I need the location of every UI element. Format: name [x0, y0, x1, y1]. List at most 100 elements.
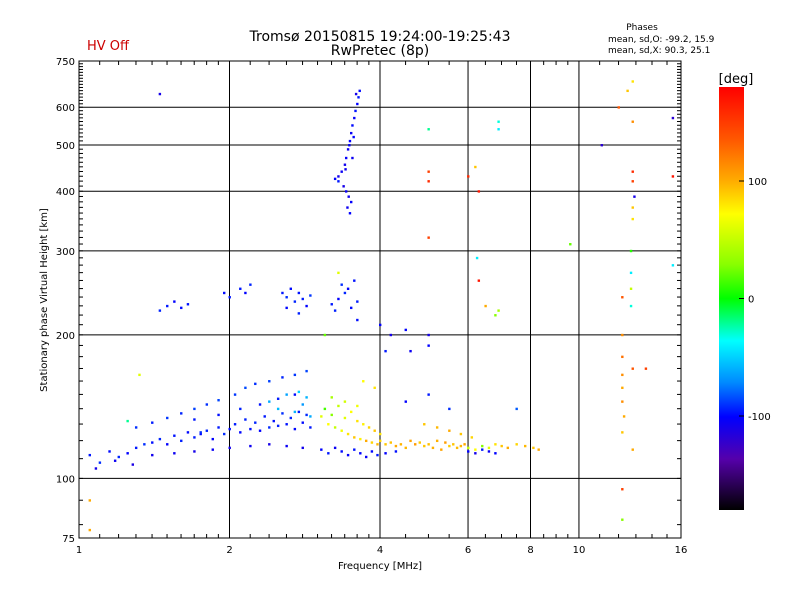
- data-point: [524, 444, 527, 448]
- data-point: [348, 143, 351, 147]
- data-point: [301, 403, 304, 406]
- data-point: [333, 426, 337, 429]
- data-point: [354, 109, 357, 113]
- data-point: [151, 421, 154, 424]
- data-point: [621, 431, 624, 434]
- data-point: [626, 89, 629, 93]
- data-point: [484, 304, 487, 308]
- data-point: [347, 195, 350, 198]
- data-point: [330, 303, 333, 306]
- data-point: [444, 441, 447, 444]
- data-point: [621, 488, 624, 491]
- data-point: [276, 407, 280, 411]
- data-point: [404, 446, 407, 450]
- data-point: [352, 135, 355, 139]
- data-point: [217, 426, 220, 429]
- data-point: [448, 407, 451, 411]
- data-point: [348, 139, 352, 143]
- phases-x-stats: mean, sd,X: 90.3, 25.1: [608, 46, 710, 56]
- data-point: [621, 333, 624, 337]
- data-point: [467, 450, 470, 453]
- data-point: [353, 448, 356, 451]
- data-point: [340, 170, 343, 173]
- data-point: [199, 431, 202, 434]
- data-point: [263, 415, 266, 418]
- data-point: [409, 439, 412, 443]
- data-point: [409, 349, 412, 353]
- data-point: [143, 443, 146, 446]
- data-point: [671, 116, 675, 120]
- data-point: [343, 291, 347, 295]
- data-point: [404, 400, 407, 403]
- data-point: [205, 403, 209, 406]
- x-tick-label: 6: [465, 545, 471, 556]
- data-point: [367, 426, 371, 429]
- data-point: [293, 410, 297, 414]
- data-point: [671, 264, 675, 267]
- y-tick-label: 300: [56, 247, 75, 258]
- data-point: [376, 443, 379, 446]
- data-point: [631, 120, 634, 123]
- colorbar-tick-label: 100: [748, 177, 767, 188]
- data-point: [217, 413, 220, 417]
- data-point: [346, 432, 350, 436]
- data-point: [344, 168, 347, 171]
- data-point: [166, 304, 169, 308]
- data-point: [330, 413, 333, 417]
- data-point: [455, 446, 459, 450]
- data-point: [285, 296, 288, 299]
- data-point: [343, 400, 347, 403]
- data-point: [621, 373, 624, 377]
- data-point: [631, 206, 634, 209]
- data-point: [301, 421, 304, 424]
- data-point: [384, 452, 387, 455]
- data-point: [477, 279, 481, 282]
- data-point: [297, 291, 301, 295]
- data-point: [497, 309, 500, 312]
- data-point: [180, 439, 183, 443]
- data-point: [459, 444, 463, 448]
- data-point: [337, 175, 340, 178]
- data-point: [427, 128, 430, 131]
- data-point: [379, 432, 382, 436]
- data-point: [233, 423, 237, 426]
- data-point: [193, 407, 196, 411]
- y-tick-label: 200: [56, 331, 75, 342]
- data-point: [467, 175, 470, 178]
- data-point: [414, 443, 417, 446]
- data-point: [281, 412, 284, 415]
- data-point: [151, 453, 154, 457]
- data-point: [350, 306, 353, 310]
- data-point: [494, 452, 497, 455]
- axis-layer: 1 2 4 6 8 10 16 75 100 200 300 400 500 600 750: [56, 57, 687, 556]
- data-point: [117, 455, 120, 459]
- data-point: [281, 291, 284, 295]
- data-point: [494, 443, 497, 446]
- data-point: [621, 296, 624, 299]
- data-point: [293, 373, 297, 377]
- chart-subtitle: RwPretec (8p): [331, 43, 429, 59]
- data-point: [309, 415, 312, 418]
- data-point: [276, 424, 280, 428]
- data-point: [348, 212, 352, 215]
- data-point: [340, 429, 343, 432]
- data-point: [343, 416, 347, 420]
- data-point: [186, 431, 190, 434]
- data-point: [350, 200, 353, 204]
- data-point: [351, 124, 354, 127]
- data-point: [126, 419, 129, 423]
- data-point: [166, 416, 169, 420]
- data-point: [281, 376, 284, 379]
- data-point: [333, 177, 337, 181]
- data-point: [356, 300, 359, 303]
- data-point: [333, 446, 337, 450]
- x-tick-label: 2: [226, 545, 232, 556]
- data-point: [344, 156, 348, 160]
- data-point: [239, 431, 242, 434]
- data-point: [487, 450, 491, 453]
- data-point: [113, 459, 117, 462]
- data-point: [180, 306, 183, 310]
- data-point: [309, 426, 312, 429]
- data-point: [389, 333, 392, 337]
- data-point: [340, 450, 343, 453]
